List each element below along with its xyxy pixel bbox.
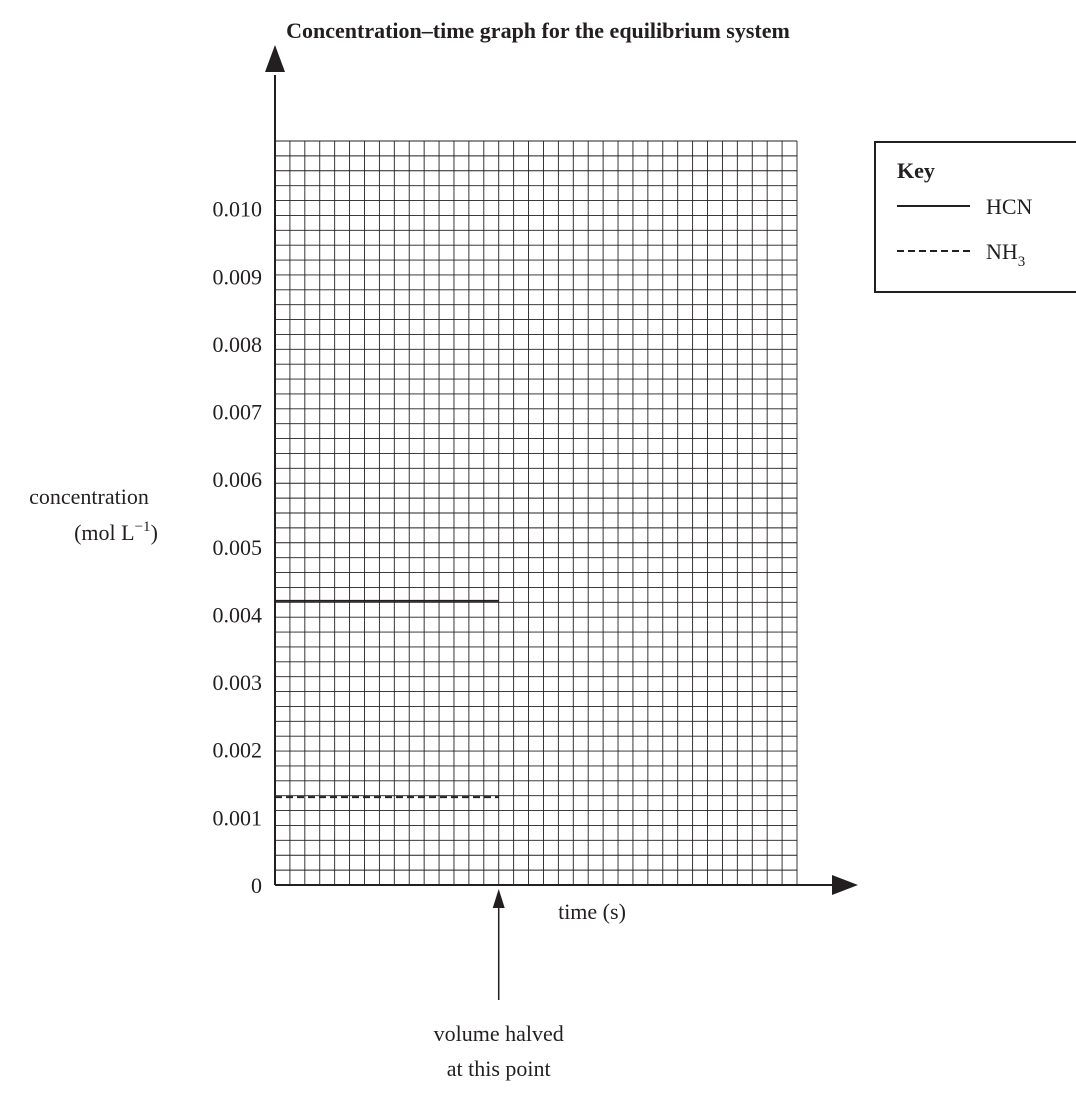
legend-box — [874, 141, 1076, 293]
y-tick-label: 0.005 — [213, 535, 263, 560]
y-tick-label: 0.007 — [213, 400, 263, 425]
y-tick-label: 0.001 — [213, 805, 263, 830]
y-tick-label: 0.003 — [213, 670, 263, 695]
chart-title: Concentration–time graph for the equilib… — [286, 18, 790, 43]
chart-axes — [265, 45, 858, 895]
y-tick-labels: 0 0.001 0.002 0.003 0.004 0.005 0.006 0.007 0.00… — [213, 197, 263, 898]
chart-grid — [274, 140, 798, 886]
legend-label: NH3 — [986, 239, 1025, 270]
x-axis-arrowhead — [832, 875, 858, 895]
y-tick-label: 0.002 — [213, 738, 263, 763]
y-tick-label: 0 — [251, 873, 262, 898]
y-tick-label: 0.009 — [213, 264, 263, 289]
annotation-text-line2: at this point — [447, 1056, 551, 1081]
y-axis-arrowhead — [265, 45, 285, 72]
legend-title: Key — [897, 158, 935, 183]
chart-legend: Key HCN NH3 — [874, 141, 1076, 293]
annotation-arrowhead — [492, 889, 505, 908]
volume-halved-annotation: volume halved at this point — [434, 889, 564, 1081]
y-tick-label: 0.008 — [213, 332, 263, 357]
y-tick-label: 0.004 — [213, 602, 263, 627]
y-tick-label: 0.006 — [213, 467, 263, 492]
x-axis-label: time (s) — [558, 899, 626, 924]
y-axis-label-line2: (mol L−1) — [74, 519, 158, 545]
y-axis-label-line1: concentration — [29, 484, 149, 509]
y-tick-label: 0.010 — [213, 197, 263, 222]
legend-label: HCN — [986, 194, 1033, 219]
annotation-text-line1: volume halved — [434, 1021, 564, 1046]
chart-series — [275, 599, 499, 799]
